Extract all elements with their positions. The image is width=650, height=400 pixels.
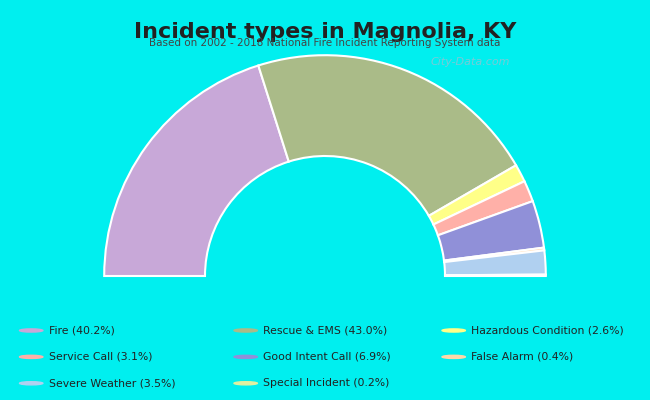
Wedge shape (444, 248, 544, 262)
Text: Severe Weather (3.5%): Severe Weather (3.5%) (49, 378, 176, 388)
Text: Service Call (3.1%): Service Call (3.1%) (49, 352, 152, 362)
Wedge shape (429, 165, 525, 224)
Wedge shape (445, 275, 546, 276)
Circle shape (442, 329, 465, 332)
Text: City-Data.com: City-Data.com (430, 57, 510, 67)
Text: Hazardous Condition (2.6%): Hazardous Condition (2.6%) (471, 326, 624, 336)
Wedge shape (434, 181, 533, 235)
Text: Fire (40.2%): Fire (40.2%) (49, 326, 114, 336)
Wedge shape (258, 55, 516, 216)
Circle shape (20, 329, 43, 332)
Text: Incident types in Magnolia, KY: Incident types in Magnolia, KY (134, 22, 516, 42)
Circle shape (442, 355, 465, 358)
Wedge shape (438, 201, 544, 260)
Text: Special Incident (0.2%): Special Incident (0.2%) (263, 378, 389, 388)
Text: Good Intent Call (6.9%): Good Intent Call (6.9%) (263, 352, 391, 362)
Wedge shape (104, 66, 289, 276)
Circle shape (20, 355, 43, 358)
Text: False Alarm (0.4%): False Alarm (0.4%) (471, 352, 573, 362)
Circle shape (234, 355, 257, 358)
Wedge shape (444, 250, 546, 275)
Circle shape (234, 329, 257, 332)
Circle shape (20, 382, 43, 385)
Text: Rescue & EMS (43.0%): Rescue & EMS (43.0%) (263, 326, 387, 336)
Circle shape (234, 382, 257, 385)
Text: Based on 2002 - 2018 National Fire Incident Reporting System data: Based on 2002 - 2018 National Fire Incid… (150, 38, 500, 48)
